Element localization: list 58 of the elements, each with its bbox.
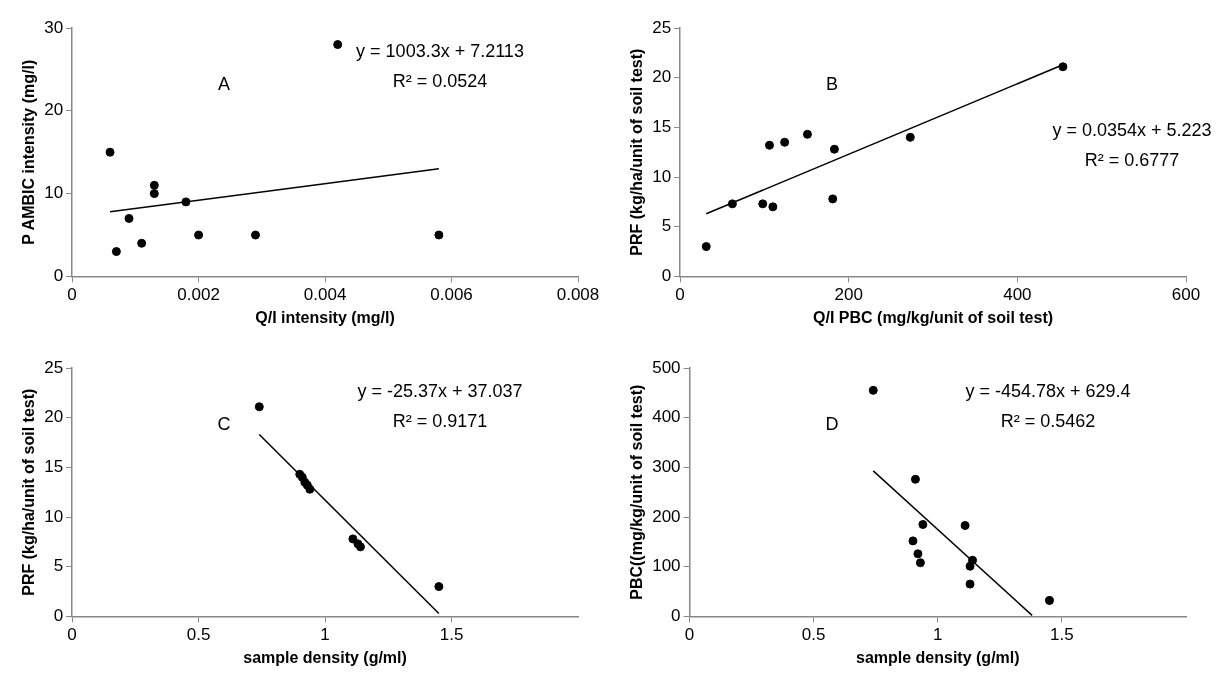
x-tick-label: 0.5 — [801, 625, 826, 645]
y-tick-label: 0 — [53, 266, 64, 286]
x-tick-label: 0 — [684, 625, 695, 645]
x-tick-label: 0 — [67, 625, 77, 645]
annotation: D — [825, 414, 839, 435]
x-tick-label: 0.5 — [186, 625, 211, 645]
y-tick-label: 20 — [652, 67, 672, 87]
y-tick-label: 25 — [652, 17, 672, 37]
annotation: A — [217, 74, 231, 95]
x-tick-label: 0.004 — [303, 285, 347, 305]
y-axis-title: PRF (kg/ha/unit of soil test) — [20, 388, 38, 596]
y-tick-label: 5 — [661, 216, 672, 236]
x-axis-title: Q/I PBC (mg/kg/unit of soil test) — [813, 308, 1054, 326]
y-tick-label: 15 — [44, 457, 64, 477]
annotation: y = -454.78x + 629.4 — [965, 381, 1131, 402]
annotation: R² = 0.9171 — [392, 410, 488, 432]
y-axis-title: P AMBIC intensity (mg/l) — [20, 59, 38, 245]
y-tick-label: 400 — [652, 407, 681, 427]
y-tick-label: 10 — [652, 166, 672, 186]
x-tick-label: 200 — [834, 285, 863, 305]
x-tick-label: 0.002 — [177, 285, 220, 305]
x-tick-label: 1.5 — [439, 625, 464, 645]
annotation: y = 1003.3x + 7.2113 — [356, 41, 524, 62]
y-axis-title: PBC((mg/kg/unit of soil test) — [628, 384, 646, 600]
x-tick-label: 0 — [67, 285, 77, 305]
y-tick-label: 0 — [53, 606, 64, 626]
annotation: B — [825, 74, 839, 95]
x-axis-title: sample density (g/ml) — [855, 648, 1020, 666]
x-tick-label: 1 — [320, 625, 330, 645]
x-tick-label: 1 — [933, 625, 943, 645]
y-tick-label: 15 — [652, 117, 672, 137]
x-tick-label: 400 — [1003, 285, 1032, 305]
y-tick-label: 30 — [44, 17, 64, 37]
annotation: R² = 0.5462 — [1000, 410, 1096, 432]
y-tick-label: 0 — [671, 606, 681, 626]
x-axis-title: Q/I intensity (mg/l) — [255, 308, 395, 326]
y-tick-label: 300 — [652, 457, 681, 477]
annotation: R² = 0.0524 — [392, 70, 488, 92]
annotation: y = -25.37x + 37.037 — [357, 381, 523, 402]
annotation: y = 0.0354x + 5.223 — [1052, 120, 1212, 142]
y-tick-label: 20 — [44, 100, 64, 120]
y-tick-label: 5 — [53, 556, 64, 576]
y-tick-label: 20 — [44, 407, 64, 427]
y-tick-label: 0 — [661, 266, 672, 286]
annotation: R² = 0.6777 — [1084, 149, 1180, 171]
x-tick-label: 600 — [1171, 285, 1201, 305]
x-axis-title: sample density (g/ml) — [243, 648, 407, 666]
y-tick-label: 200 — [652, 506, 681, 526]
y-tick-label: 25 — [44, 357, 64, 377]
x-tick-label: 0.006 — [430, 285, 473, 305]
y-tick-label: 500 — [652, 357, 681, 377]
x-tick-label: 1.5 — [1050, 625, 1074, 645]
y-axis-title: PRF (kg/ha/unit of soil test) — [628, 48, 646, 256]
y-tick-label: 10 — [44, 506, 64, 526]
x-tick-label: 0.008 — [556, 285, 600, 305]
y-tick-label: 10 — [44, 183, 64, 203]
annotation: C — [217, 414, 231, 435]
y-tick-label: 100 — [652, 556, 681, 576]
